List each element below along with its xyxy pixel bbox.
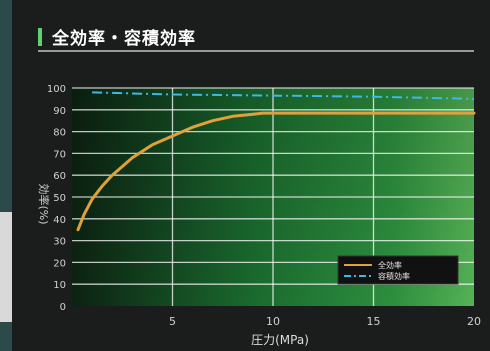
y-axis-label: 効率(%): [37, 183, 51, 224]
legend-label: 全効率: [378, 260, 402, 270]
x-tick-label: 15: [367, 315, 381, 328]
x-tick-label: 5: [169, 315, 176, 328]
y-tick-label: 50: [53, 193, 66, 204]
y-tick-label: 80: [53, 128, 66, 139]
y-tick-label: 100: [47, 84, 66, 95]
y-tick-label: 90: [53, 106, 66, 117]
legend-box: [337, 255, 459, 285]
title-accent-bar: [38, 27, 42, 46]
series-line-volumetric-efficiency: [92, 91, 475, 100]
chart-title: 全効率・容積効率: [52, 29, 196, 49]
y-tick-label: 60: [53, 171, 66, 182]
x-tick-label: 20: [467, 315, 481, 328]
series-line-total-efficiency: [76, 111, 476, 232]
y-tick-label: 40: [53, 215, 66, 226]
y-tick-label: 30: [53, 237, 66, 248]
title-divider: [38, 50, 474, 52]
chart-header: 全効率・容積効率: [38, 24, 196, 49]
legend-label: 容積効率: [378, 271, 410, 281]
y-tick-label: 70: [53, 149, 66, 160]
y-tick-label: 10: [53, 280, 66, 291]
x-tick-label: 10: [266, 315, 280, 328]
y-tick-label: 0: [60, 302, 66, 313]
y-tick-label: 20: [53, 258, 66, 269]
left-edge-panel: [0, 212, 12, 322]
x-axis-label: 圧力(MPa): [251, 333, 309, 347]
left-edge-strip: [0, 0, 12, 351]
